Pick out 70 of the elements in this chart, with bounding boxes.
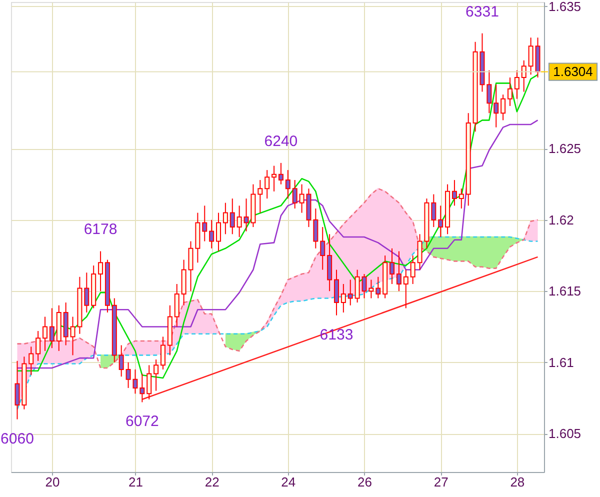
candlestick [36,330,41,362]
y-tick-label: 1.62 [548,212,574,228]
candlestick [521,60,526,92]
annotation: 6060 [0,430,34,448]
candlestick [410,255,416,284]
line-series [16,188,538,369]
candlestick [452,180,457,206]
candlestick [528,37,534,76]
candlestick [209,219,214,249]
y-tick-label: 1.61 [548,354,574,370]
y-tick-label: 1.615 [548,284,582,299]
candlestick [438,205,444,238]
candlestick [154,358,159,392]
candlestick [264,170,270,200]
candlestick [458,188,464,210]
ref-line-label: 1.6304 [553,64,593,79]
candlestick [278,162,284,185]
candlestick [486,70,492,114]
candlestick [334,269,339,316]
candlestick [14,360,20,420]
candlestick [494,84,499,128]
candlestick [84,272,90,313]
y-tick-label: 1.635 [548,0,582,14]
annotation: 6072 [125,413,159,430]
line-series [16,74,538,379]
candlestick [140,373,145,403]
x-tick-label: 28 [510,474,525,490]
candlestick [230,198,235,235]
candlestick [431,194,436,228]
candlestick [354,269,360,304]
x-tick-label: 27 [434,474,448,490]
candlestick [403,269,408,309]
candlestick [320,226,326,270]
candlestick [118,344,124,378]
candlestick [146,364,152,400]
annotation: 6331 [466,3,499,20]
annotation: 6133 [320,326,354,344]
candlestick [348,279,353,306]
x-tick-label: 21 [128,474,143,490]
candlestick [340,284,346,313]
annotation: 6178 [84,221,118,238]
candlestick [98,250,104,292]
x-tick-label: 24 [281,474,296,490]
candlestick [160,336,166,370]
candlestick [313,208,318,249]
candlestick [390,248,395,284]
x-tick-label: 22 [204,474,220,490]
candlestick [285,170,290,200]
candlestick [202,205,208,242]
candlestick [272,165,277,192]
line-series [16,120,538,369]
candlestick [292,180,298,210]
candlestick [500,94,506,121]
candlestick [222,202,228,235]
candlestick [507,76,512,106]
y-tick-label: 1.605 [548,426,582,442]
x-tick-label: 20 [45,474,60,490]
x-tick-label: 26 [358,474,372,490]
candlestick [28,346,34,376]
candlestick [216,212,222,252]
candlestick [514,70,520,100]
candlestick [258,180,263,214]
annotation: 6240 [264,132,298,150]
candlestick [174,284,180,328]
candlestick [396,250,402,292]
candlestick [49,308,54,349]
candlestick [236,205,242,238]
candlestick [376,276,381,299]
y-tick-label: 1.625 [548,141,582,156]
candlestick [42,316,48,352]
